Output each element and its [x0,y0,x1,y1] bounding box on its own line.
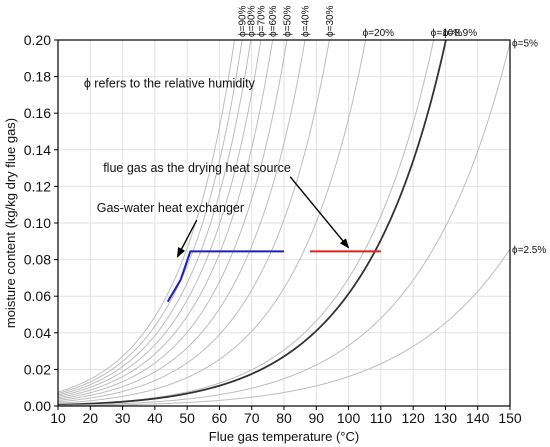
humidity-curve [58,40,262,397]
x-tick-label: 70 [244,410,260,426]
humidity-curve-labels: ϕ=100%ϕ=90%ϕ=80%ϕ=70%ϕ=60%ϕ=50%ϕ=40%ϕ=30… [238,5,547,256]
humidity-curve [58,40,447,406]
y-tick-label: 0.02 [24,361,51,377]
y-tick-label: 0.18 [24,69,51,85]
humidity-curve-label: ϕ=30% [325,5,336,37]
annotation-arrow [289,176,350,249]
x-tick-label: 90 [308,410,324,426]
x-tick-label: 50 [179,410,195,426]
humidity-curve-label: ϕ=8.9% [443,28,477,39]
x-axis-title: Flue gas temperature (°C) [209,429,359,444]
y-tick-label: 0.04 [24,325,51,341]
humidity-curve-label: ϕ=60% [268,5,279,37]
y-tick-label: 0.16 [24,105,51,121]
y-tick-label: 0.00 [24,398,51,414]
humidity-curve [58,40,235,393]
grid [58,40,510,406]
humidity-curve-label: ϕ=90% [238,5,249,37]
x-tick-label: 120 [401,410,425,426]
humidity-curve-label: ϕ=20% [363,28,395,39]
humidity-curve-label: ϕ=5% [512,38,538,49]
x-tick-label: 100 [337,410,361,426]
x-tick-label: 130 [434,410,458,426]
x-tick-label: 60 [212,410,228,426]
y-axis-title: moisture content (kg/kg dry flue gas) [3,118,18,328]
humidity-curve [58,42,510,406]
humidity-curve-label: ϕ=70% [256,5,267,37]
annotation-text: Gas-water heat exchanger [97,201,244,215]
humidity-curve [58,40,330,403]
x-tick-label: 140 [466,410,490,426]
annotation-arrow [176,219,198,258]
humidity-curve-label: ϕ=80% [246,5,257,37]
x-tick-label: 30 [115,410,131,426]
x-tick-label: 40 [147,410,163,426]
y-tick-label: 0.20 [24,32,51,48]
humidity-curve [58,40,243,394]
humidity-curve [58,40,288,400]
x-tick-label: 110 [370,410,393,426]
x-tick-label: 80 [276,410,292,426]
y-tick-label: 0.10 [24,215,51,231]
annotation-text: flue gas as the drying heat source [103,161,291,175]
x-tick-label: 20 [82,410,98,426]
humidity-curve [58,248,510,406]
humidity-curve [58,40,252,396]
annotations: ϕ refers to the relative humidity flue ga… [84,77,350,258]
y-tick-label: 0.14 [24,142,51,158]
axis-ticks: 10 20 30 40 50 60 70 80 90 100 110 120 130 140 150 0.00… [24,32,522,426]
annotation-text: ϕ refers to the relative humidity [84,77,256,91]
humidity-curve-label: ϕ=50% [282,5,293,37]
y-tick-label: 0.12 [24,178,51,194]
humidity-curve-label: ϕ=40% [301,5,312,37]
process-line [166,250,284,303]
humidity-curve-label: ϕ=2.5% [512,245,546,256]
x-tick-label: 150 [498,410,522,426]
process-lines [166,250,381,303]
humidity-curve-label: ϕ=10% [431,28,463,39]
humidity-curve [58,40,306,401]
humidity-curves [58,40,510,406]
x-tick-label: 10 [50,410,66,426]
y-tick-label: 0.08 [24,252,51,268]
humidity-curve [58,40,367,404]
y-tick-label: 0.06 [24,288,51,304]
humidity-curve [58,40,274,399]
